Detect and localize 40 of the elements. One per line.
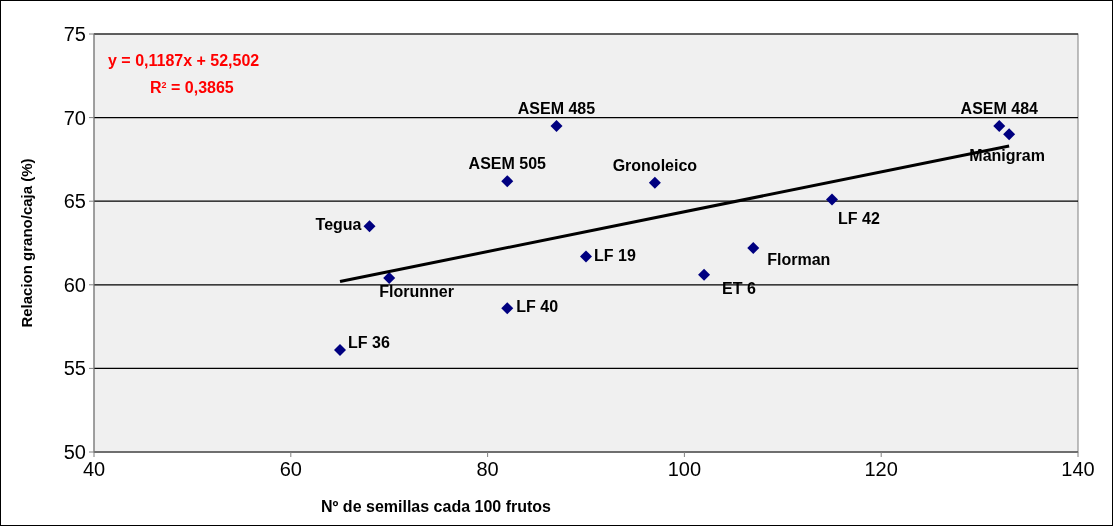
point [580, 250, 592, 263]
annotation: LF 40 [516, 298, 559, 316]
annotation: R$^{2}$ = 0,3865 [150, 79, 234, 96]
point [334, 344, 346, 357]
y-tick-label: 65 [63, 190, 86, 213]
point [1003, 128, 1016, 141]
annotation: LF 19 [594, 247, 636, 265]
y-tick-label: 70 [63, 106, 86, 129]
annotation: Florunner [379, 283, 454, 301]
y-axis-title: Relacion grano/caja (%) [18, 158, 35, 328]
y-tick-label: 55 [63, 357, 86, 380]
point [747, 242, 760, 255]
x-tick-label: 100 [667, 458, 702, 480]
y-tick-label: 60 [63, 273, 86, 296]
point [648, 176, 661, 189]
annotation: Tegua [315, 216, 362, 234]
point [363, 220, 376, 233]
x-tick-label: 140 [1061, 458, 1095, 480]
point [826, 193, 838, 206]
point [993, 119, 1006, 132]
x-tick-label: 120 [864, 458, 898, 480]
annotation: Manigram [969, 147, 1045, 165]
x-axis-title: Nº de semillas cada 100 frutos [321, 498, 552, 515]
annotation: ASEM 484 [960, 99, 1039, 117]
x-tick-label: 80 [476, 458, 499, 480]
annotation: y = 0,1187x + 52,502 [108, 52, 260, 69]
annotation: ASEM 485 [517, 99, 596, 117]
point [383, 272, 396, 285]
annotation: LF 42 [838, 209, 880, 227]
point [698, 268, 711, 281]
point [501, 302, 514, 315]
annotation: Florman [767, 251, 831, 269]
point [501, 175, 514, 188]
y-tick-label: 75 [63, 23, 86, 45]
annotation: ET 6 [722, 279, 756, 297]
point [550, 119, 563, 132]
x-tick-label: 60 [279, 458, 302, 480]
annotation: ASEM 505 [468, 155, 547, 173]
annotation: Gronoleico [612, 156, 698, 174]
annotation: LF 36 [348, 334, 390, 352]
